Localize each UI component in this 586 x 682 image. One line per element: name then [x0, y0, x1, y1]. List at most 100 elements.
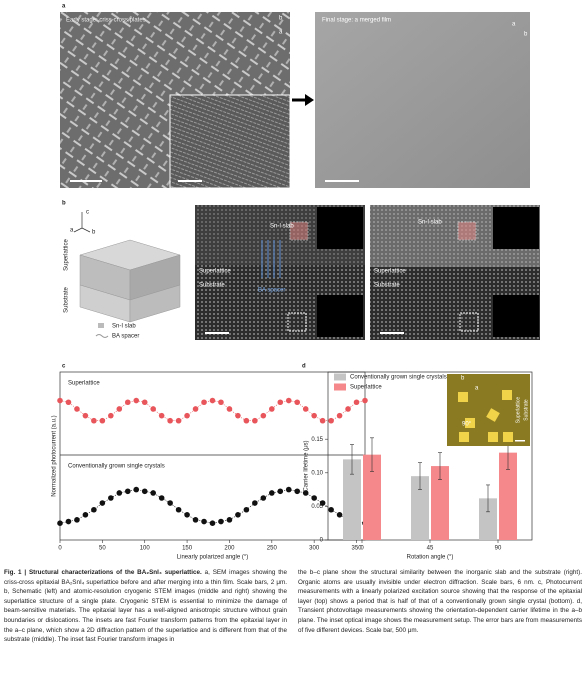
- roi-box: [287, 312, 307, 332]
- data-point: [116, 490, 123, 496]
- data-point: [336, 412, 343, 419]
- figure: a Early stage: criss-cross plates b a Fi…: [52, 4, 540, 561]
- data-point: [158, 495, 165, 501]
- axis-label: a: [279, 30, 283, 36]
- image-title: Early stage: criss-cross plates: [66, 18, 146, 24]
- data-point: [150, 490, 156, 496]
- bar: [363, 454, 381, 540]
- data-point: [311, 495, 317, 501]
- data-point: [302, 406, 309, 412]
- plot-frame: [59, 371, 366, 541]
- inset-label: 90°: [462, 422, 472, 428]
- axis-label: b: [524, 32, 528, 38]
- data-point: [345, 406, 351, 412]
- side-label: Substrate: [64, 286, 70, 312]
- data-point: [235, 512, 241, 518]
- data-point: [269, 490, 275, 496]
- data-point: [328, 417, 334, 424]
- fft-inset: [317, 295, 363, 337]
- legend-label: Superlattice: [350, 385, 382, 391]
- x-tick-label: 350: [352, 546, 363, 552]
- series-line: [59, 400, 366, 422]
- crystal-schematic: [79, 239, 181, 323]
- inset-image: [447, 374, 530, 446]
- panel-label: d: [302, 364, 306, 370]
- data-point: [269, 406, 275, 412]
- data-point: [82, 412, 89, 419]
- data-point: [150, 406, 156, 412]
- scale-bar: [380, 332, 404, 334]
- x-tick-label: 0: [360, 546, 364, 552]
- data-point: [184, 512, 190, 518]
- scale-bar: [70, 180, 102, 182]
- data-point: [285, 397, 292, 404]
- panel-label: b: [62, 201, 66, 207]
- data-point: [141, 399, 148, 406]
- data-point: [218, 399, 224, 406]
- data-point: [319, 500, 326, 506]
- data-point: [133, 486, 140, 493]
- data-point: [192, 517, 199, 523]
- stem-label: Sn-I slab: [270, 224, 294, 230]
- data-point: [209, 397, 216, 404]
- x-tick-label: 45: [427, 546, 434, 552]
- stem-label: Sn-I slab: [418, 220, 442, 226]
- data-point: [57, 397, 63, 404]
- x-tick-label: 100: [140, 546, 151, 552]
- y-tick-label: 0.10: [311, 470, 323, 476]
- data-point: [192, 406, 199, 412]
- data-point: [91, 417, 97, 424]
- fft-inset: [493, 207, 539, 249]
- roi-box: [457, 221, 477, 241]
- series-label: Superlattice: [68, 381, 100, 387]
- legend-label: BA spacer: [112, 334, 139, 340]
- data-point: [65, 518, 72, 525]
- caption-left: Fig. 1 | Structural characterizations of…: [4, 568, 287, 645]
- data-point: [124, 399, 131, 406]
- data-point: [252, 500, 258, 506]
- error-bar: [418, 462, 422, 490]
- data-point: [57, 520, 63, 526]
- legend-label: Sn-I slab: [112, 324, 136, 330]
- data-point: [74, 406, 80, 412]
- error-bar: [350, 444, 354, 475]
- inset-square: [459, 432, 469, 442]
- bar: [499, 452, 517, 540]
- fft-inset: [493, 295, 539, 337]
- sem-image: [315, 12, 530, 188]
- caption-text: a, SEM images showing the criss-cross ep…: [4, 569, 287, 644]
- roi-box: [459, 312, 479, 332]
- bar: [411, 476, 429, 540]
- data-point: [311, 412, 317, 419]
- scale-bar: [515, 440, 525, 442]
- inset-square: [502, 390, 512, 400]
- data-point: [260, 412, 267, 419]
- axis-label: c: [86, 210, 89, 216]
- data-point: [99, 417, 106, 424]
- data-point: [108, 412, 114, 419]
- inset-label: a: [475, 386, 479, 392]
- data-point: [108, 495, 114, 501]
- spacer-arrows: [261, 240, 281, 278]
- stem-label: Substrate: [199, 283, 225, 289]
- data-point: [226, 517, 233, 523]
- arrow-head: [305, 94, 314, 106]
- x-tick-label: 0: [58, 546, 62, 552]
- data-point: [353, 399, 360, 406]
- caption-title: Fig. 1 | Structural characterizations of…: [4, 569, 202, 576]
- scale-bar: [205, 332, 229, 334]
- data-point: [91, 506, 97, 513]
- y-axis-label: Normalized photocurrent (a.u.): [52, 415, 58, 496]
- error-bar: [438, 452, 442, 480]
- roi-box: [289, 221, 309, 241]
- axis-label: b: [92, 230, 96, 236]
- inset-square: [488, 432, 498, 442]
- caption-right: the b–c plane show the structural simila…: [298, 569, 582, 634]
- data-point: [201, 518, 207, 525]
- inset-label: Superlattice: [515, 397, 521, 424]
- data-point: [243, 417, 250, 424]
- data-point: [336, 512, 343, 518]
- inset-label: Substrate: [523, 399, 529, 421]
- data-point: [175, 506, 182, 513]
- data-point: [209, 520, 216, 526]
